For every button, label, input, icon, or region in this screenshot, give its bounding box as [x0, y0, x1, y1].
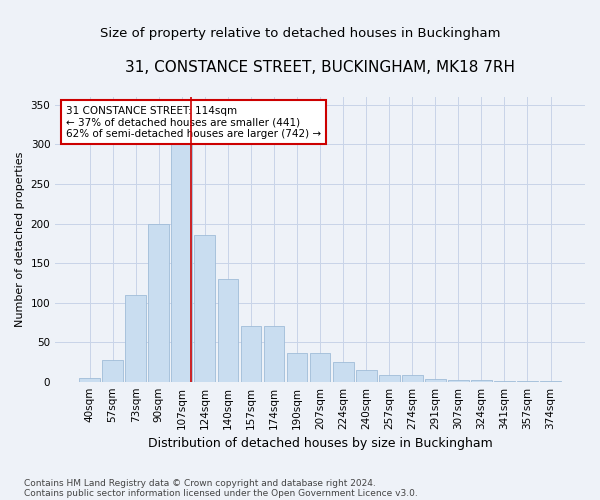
Bar: [540, 381, 561, 382]
Bar: [194, 236, 215, 382]
Text: 31 CONSTANCE STREET: 114sqm
← 37% of detached houses are smaller (441)
62% of se: 31 CONSTANCE STREET: 114sqm ← 37% of det…: [66, 106, 321, 138]
Bar: [287, 353, 307, 382]
Y-axis label: Number of detached properties: Number of detached properties: [15, 152, 25, 327]
Bar: [425, 380, 446, 382]
Bar: [402, 376, 422, 382]
X-axis label: Distribution of detached houses by size in Buckingham: Distribution of detached houses by size …: [148, 437, 493, 450]
Bar: [379, 376, 400, 382]
Text: Contains HM Land Registry data © Crown copyright and database right 2024.: Contains HM Land Registry data © Crown c…: [24, 478, 376, 488]
Bar: [471, 380, 492, 382]
Bar: [356, 370, 377, 382]
Text: Contains public sector information licensed under the Open Government Licence v3: Contains public sector information licen…: [24, 488, 418, 498]
Bar: [310, 353, 331, 382]
Text: Size of property relative to detached houses in Buckingham: Size of property relative to detached ho…: [100, 28, 500, 40]
Bar: [494, 381, 515, 382]
Title: 31, CONSTANCE STREET, BUCKINGHAM, MK18 7RH: 31, CONSTANCE STREET, BUCKINGHAM, MK18 7…: [125, 60, 515, 75]
Bar: [218, 279, 238, 382]
Bar: [172, 120, 192, 382]
Bar: [448, 380, 469, 382]
Bar: [125, 294, 146, 382]
Bar: [102, 360, 123, 382]
Bar: [333, 362, 353, 382]
Bar: [263, 326, 284, 382]
Bar: [241, 326, 262, 382]
Bar: [148, 224, 169, 382]
Bar: [517, 381, 538, 382]
Bar: [79, 378, 100, 382]
